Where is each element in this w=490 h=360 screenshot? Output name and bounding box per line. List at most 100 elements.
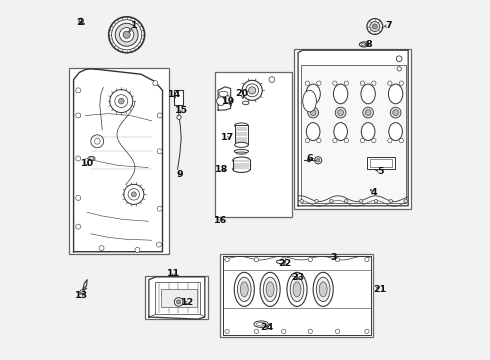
Circle shape — [370, 22, 380, 32]
Circle shape — [344, 138, 348, 143]
Circle shape — [177, 115, 181, 120]
Circle shape — [123, 31, 130, 39]
Ellipse shape — [334, 123, 347, 140]
Text: 24: 24 — [261, 323, 274, 332]
Circle shape — [388, 81, 392, 85]
Circle shape — [135, 247, 140, 252]
Circle shape — [157, 113, 162, 118]
Circle shape — [335, 257, 340, 262]
Text: 11: 11 — [167, 269, 180, 278]
Text: 22: 22 — [278, 259, 292, 268]
Circle shape — [390, 107, 401, 118]
Circle shape — [269, 77, 275, 82]
Circle shape — [79, 18, 83, 23]
Circle shape — [157, 149, 162, 154]
Ellipse shape — [234, 149, 248, 153]
Circle shape — [317, 138, 321, 143]
Circle shape — [300, 199, 303, 203]
Circle shape — [310, 110, 316, 116]
Ellipse shape — [276, 260, 285, 264]
Text: 10: 10 — [81, 159, 94, 168]
Circle shape — [91, 135, 104, 148]
Circle shape — [80, 290, 84, 294]
Ellipse shape — [233, 166, 250, 172]
Ellipse shape — [389, 123, 402, 140]
Circle shape — [282, 257, 286, 262]
Circle shape — [344, 81, 348, 85]
Text: 18: 18 — [215, 166, 228, 175]
Ellipse shape — [243, 101, 249, 105]
Circle shape — [330, 199, 333, 203]
Circle shape — [156, 242, 161, 247]
Circle shape — [338, 110, 343, 116]
Text: 3: 3 — [331, 253, 337, 262]
Circle shape — [399, 81, 403, 85]
Circle shape — [99, 246, 104, 251]
Ellipse shape — [361, 84, 375, 104]
Circle shape — [359, 199, 363, 203]
Ellipse shape — [306, 123, 320, 140]
Ellipse shape — [306, 84, 320, 104]
Circle shape — [131, 192, 136, 197]
Circle shape — [374, 199, 378, 203]
Circle shape — [372, 24, 377, 29]
Ellipse shape — [319, 282, 327, 297]
Circle shape — [344, 199, 348, 203]
Circle shape — [254, 329, 259, 333]
Circle shape — [335, 329, 340, 333]
Circle shape — [399, 138, 403, 143]
Circle shape — [393, 110, 398, 116]
Text: 12: 12 — [181, 298, 194, 307]
Circle shape — [76, 88, 81, 93]
Circle shape — [76, 156, 81, 161]
Ellipse shape — [235, 142, 248, 147]
Circle shape — [76, 113, 81, 118]
Circle shape — [124, 184, 144, 204]
Circle shape — [335, 107, 346, 118]
Ellipse shape — [260, 273, 280, 306]
Circle shape — [174, 298, 183, 306]
Circle shape — [76, 224, 81, 229]
Circle shape — [404, 199, 408, 203]
Ellipse shape — [291, 274, 298, 276]
Circle shape — [157, 206, 162, 211]
Circle shape — [372, 81, 376, 85]
Ellipse shape — [293, 282, 301, 297]
Text: 1: 1 — [130, 21, 137, 30]
Circle shape — [305, 81, 310, 85]
Circle shape — [333, 138, 337, 143]
Circle shape — [225, 257, 229, 262]
Circle shape — [224, 96, 231, 103]
Circle shape — [217, 97, 225, 105]
Bar — [146, 276, 208, 319]
Text: 23: 23 — [292, 273, 305, 282]
Text: 9: 9 — [176, 170, 183, 179]
Text: 5: 5 — [377, 167, 384, 176]
Text: 8: 8 — [366, 40, 372, 49]
Circle shape — [308, 257, 313, 262]
Circle shape — [360, 81, 365, 85]
Circle shape — [367, 19, 383, 35]
Text: 20: 20 — [236, 89, 249, 98]
Text: 4: 4 — [370, 188, 377, 197]
Text: 16: 16 — [214, 216, 227, 225]
Bar — [174, 90, 183, 105]
Circle shape — [315, 157, 322, 164]
Ellipse shape — [219, 91, 228, 96]
Circle shape — [365, 257, 369, 262]
Circle shape — [388, 138, 392, 143]
Circle shape — [254, 257, 259, 262]
Circle shape — [363, 107, 373, 118]
Circle shape — [110, 90, 133, 113]
Circle shape — [89, 156, 94, 161]
Ellipse shape — [290, 277, 304, 302]
Ellipse shape — [303, 90, 317, 112]
Circle shape — [176, 300, 181, 304]
Ellipse shape — [254, 321, 269, 327]
Bar — [155, 282, 200, 315]
Circle shape — [308, 107, 319, 118]
Circle shape — [307, 158, 311, 162]
Bar — [235, 126, 248, 145]
Bar — [370, 159, 392, 167]
Bar — [220, 253, 373, 337]
